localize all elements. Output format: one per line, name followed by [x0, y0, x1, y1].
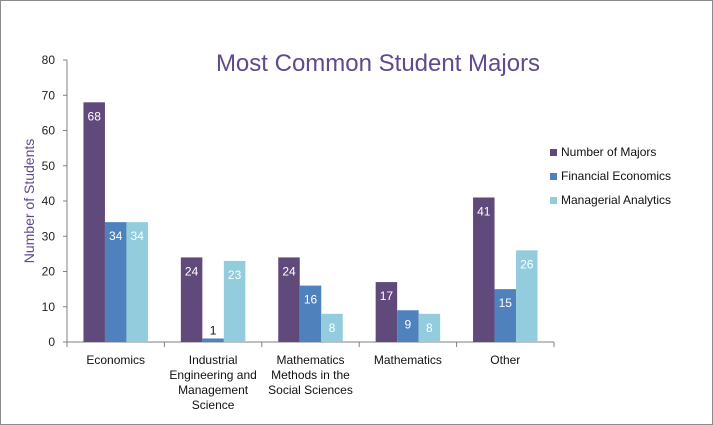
x-tick-label: Other	[490, 353, 520, 367]
x-tick-label: Mathematics	[374, 353, 442, 367]
bar	[83, 102, 105, 342]
data-label: 23	[228, 268, 242, 282]
chart-title: Most Common Student Majors	[216, 50, 540, 77]
bar	[126, 222, 148, 342]
data-label: 41	[477, 204, 491, 218]
bar	[223, 260, 246, 342]
data-label: 17	[380, 289, 394, 303]
data-label: 9	[405, 317, 412, 331]
bar	[494, 289, 517, 342]
data-label: 34	[109, 229, 123, 243]
bar	[397, 310, 419, 342]
y-tick-label: 20	[42, 265, 56, 279]
data-label: 15	[499, 296, 513, 310]
legend-label: Managerial Analytics	[561, 193, 671, 207]
axes: 0 10 20 30 40 50 60 70 80 Economics Industrial Engi…	[42, 53, 555, 412]
y-tick-label: 0	[48, 335, 55, 349]
data-label: 68	[88, 109, 102, 123]
bar	[278, 257, 300, 342]
x-tick-label: Economics	[86, 353, 145, 367]
y-tick-label: 10	[42, 300, 56, 314]
bar	[104, 222, 127, 342]
y-tick-label: 70	[42, 88, 56, 102]
bar	[473, 197, 495, 342]
y-tick-label: 30	[42, 229, 56, 243]
bar	[516, 250, 538, 342]
y-tick-label: 50	[42, 159, 56, 173]
legend-swatch	[550, 149, 557, 156]
bar	[321, 313, 343, 342]
data-label: 8	[426, 321, 433, 335]
legend: Number of Majors Financial Economics Manag…	[550, 145, 671, 207]
x-tick-label: Industrial Engineering and Management Scien…	[169, 353, 256, 412]
data-label: 26	[520, 257, 534, 271]
x-tick-label: Mathematics Methods in the Social Sciences	[268, 353, 353, 397]
data-label: 1	[210, 323, 217, 337]
bar	[418, 313, 441, 342]
legend-label: Financial Economics	[561, 169, 671, 183]
legend-swatch	[550, 173, 557, 180]
legend-swatch	[550, 197, 557, 204]
data-label: 16	[304, 293, 318, 307]
data-label: 8	[329, 321, 336, 335]
y-tick-label: 60	[42, 124, 56, 138]
y-axis-label: Number of Students	[21, 139, 37, 264]
legend-label: Number of Majors	[561, 145, 656, 159]
bar	[375, 282, 398, 342]
bar	[180, 257, 203, 342]
data-label: 24	[185, 264, 199, 278]
y-tick-label: 80	[42, 53, 56, 67]
y-tick-label: 40	[42, 194, 56, 208]
data-label: 34	[131, 229, 145, 243]
data-label: 24	[282, 264, 296, 278]
bar	[202, 338, 224, 342]
bar	[299, 285, 322, 342]
